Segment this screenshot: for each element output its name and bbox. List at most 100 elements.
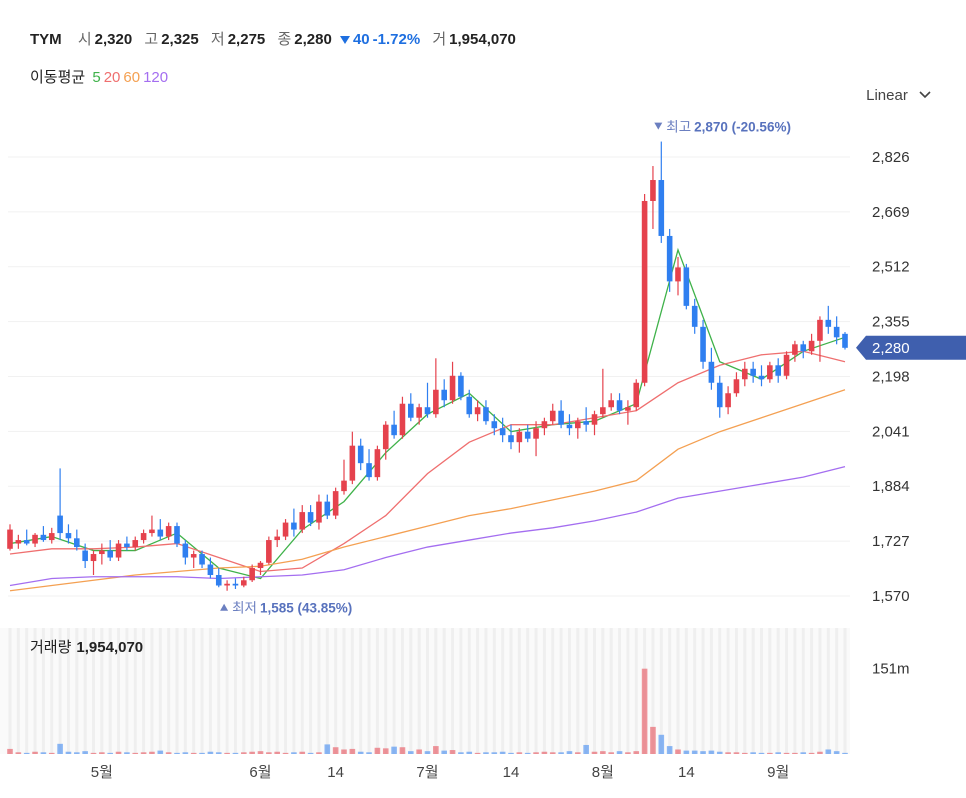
volume-bar: [266, 752, 272, 754]
candle-body: [224, 583, 230, 586]
candle-body: [691, 305, 698, 327]
volume-bar: [249, 751, 255, 754]
volume-bar: [408, 751, 414, 754]
candle-body: [483, 407, 489, 422]
candle-body: [391, 424, 397, 436]
candle-body: [182, 543, 189, 558]
candle-body: [115, 543, 122, 558]
candle-body: [499, 428, 506, 436]
scale-dropdown[interactable]: Linear: [866, 87, 932, 104]
ma-line: [9, 350, 846, 573]
candle-body: [833, 326, 840, 338]
volume-bar: [817, 751, 823, 754]
candle-body: [341, 480, 347, 492]
close: 2,280: [294, 31, 332, 48]
y-tick-label: 2,198: [872, 368, 910, 385]
candle-body: [366, 463, 372, 478]
volume-bar: [583, 744, 589, 754]
volume-bar: [82, 751, 88, 754]
volume-bar: [449, 750, 456, 754]
y-tick-label: 1,570: [872, 588, 910, 605]
candle-body: [408, 403, 414, 418]
candle-body: [416, 407, 422, 418]
candle-body: [549, 410, 556, 422]
x-tick-label: 6월: [249, 764, 271, 781]
x-tick-label: 14: [503, 764, 520, 781]
volume-bar: [7, 748, 13, 754]
volume-bar: [499, 751, 506, 754]
volume-bar: [591, 751, 598, 754]
candle-body: [266, 540, 272, 563]
candle-body: [274, 536, 280, 541]
volume-bar: [650, 726, 656, 754]
candle-body: [441, 389, 447, 401]
candle-body: [600, 407, 606, 415]
volume-bar: [616, 751, 623, 754]
candle-body: [658, 180, 665, 236]
volume-bar: [190, 752, 197, 754]
candle-body: [700, 326, 706, 362]
volume-bar: [366, 752, 372, 754]
volume-bar: [433, 746, 439, 754]
volume-bar: [207, 751, 214, 754]
change-rate: -1.72%: [372, 31, 421, 48]
volume-bar: [750, 752, 756, 754]
candle-body: [132, 540, 139, 548]
volume-bar: [149, 751, 155, 754]
volume-bar: [458, 752, 464, 754]
candle-body: [149, 529, 155, 534]
volume-bar: [441, 750, 447, 754]
volume-bar: [600, 751, 606, 754]
legend-entry: 60: [123, 69, 141, 86]
candle-body: [90, 554, 97, 562]
annotation-marker: [220, 603, 229, 611]
volume-bar: [282, 752, 289, 754]
candle-body: [48, 533, 55, 541]
candle-body: [800, 344, 807, 352]
y-tick-label: 1,884: [872, 478, 910, 495]
volume-bar: [374, 747, 381, 754]
candle-body: [433, 389, 439, 415]
volume-bar: [783, 752, 790, 754]
volume-bar: [833, 751, 840, 754]
high: 2,325: [161, 31, 199, 48]
candle-body: [566, 424, 573, 429]
volume-bar: [633, 751, 640, 754]
candle-body: [291, 522, 297, 530]
candle-body: [23, 540, 30, 544]
volume-bar: [90, 752, 97, 754]
x-tick-label: 14: [327, 764, 344, 781]
y-tick-label: 2,669: [872, 204, 910, 221]
candle-body: [666, 235, 673, 282]
y-tick-label: 2,355: [872, 314, 910, 331]
volume-label: 거: [432, 31, 447, 48]
candle-body: [282, 522, 289, 537]
volume-bar: [15, 752, 22, 754]
volume-bar: [99, 752, 105, 754]
volume-bar: [725, 752, 731, 754]
candle-body: [524, 431, 531, 439]
scale-mode[interactable]: Linear: [866, 87, 908, 104]
candle-body: [7, 529, 13, 549]
candle-body: [641, 200, 648, 383]
volume-bar: [74, 752, 80, 754]
candle-body: [508, 435, 514, 443]
candle-body: [207, 564, 214, 576]
candle-body: [165, 526, 172, 537]
volume-bar: [40, 752, 47, 754]
candle-body: [458, 375, 464, 397]
volume-bar: [767, 752, 773, 754]
candle-body: [708, 361, 715, 383]
candle-body: [199, 554, 205, 565]
volume-bar: [199, 752, 205, 754]
candle-body: [399, 403, 406, 436]
volume-bar: [775, 752, 781, 754]
candle-body: [808, 340, 815, 352]
volume-bar: [174, 752, 180, 754]
volume-bar: [691, 750, 698, 754]
candle-body: [449, 375, 456, 401]
volume-bar: [742, 752, 748, 754]
candle-body: [633, 382, 640, 408]
volume-bar: [132, 752, 139, 754]
